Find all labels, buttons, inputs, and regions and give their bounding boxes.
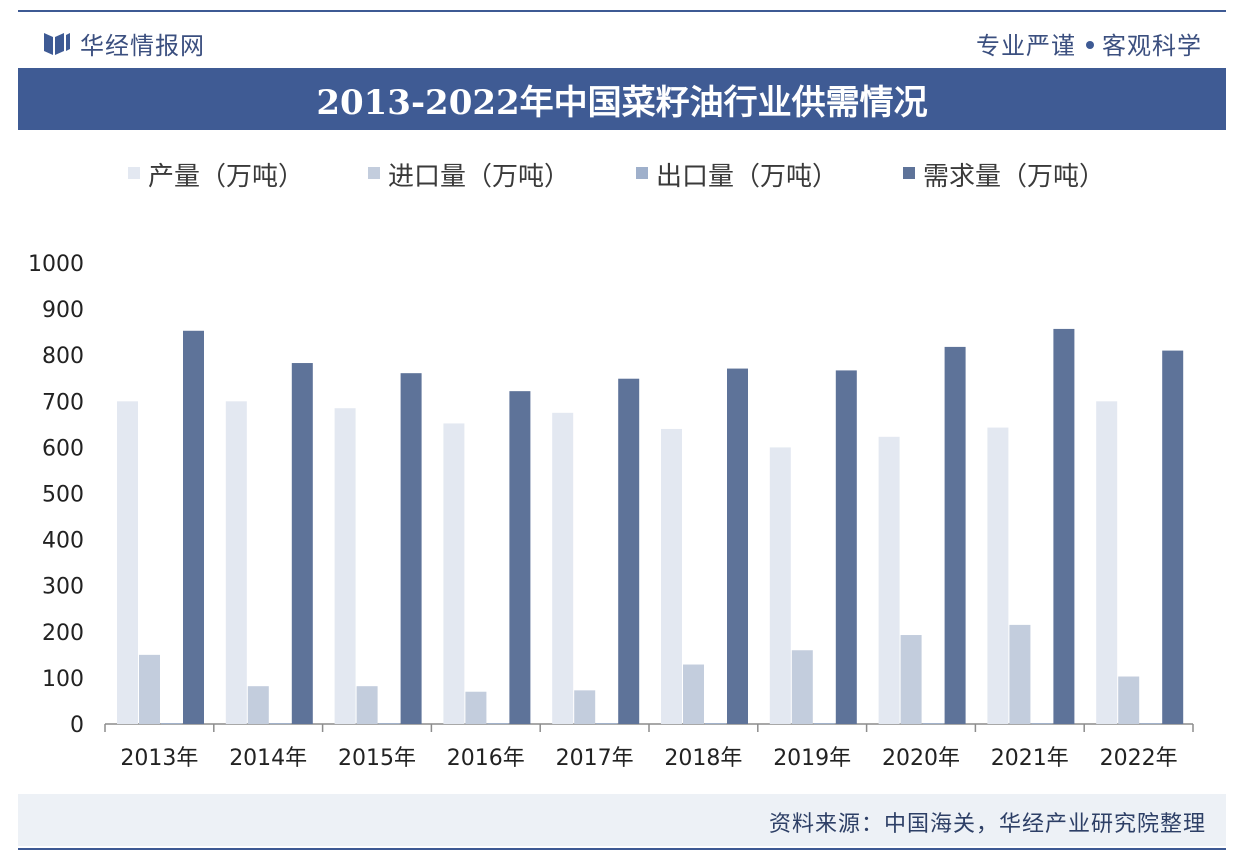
legend-swatch-4 <box>903 167 915 179</box>
bar-2-2 <box>247 686 269 724</box>
brand-logo-icon <box>44 32 70 55</box>
bar-4-7 <box>835 370 857 724</box>
x-tick-label-8: 2020年 <box>882 746 960 771</box>
brand-logo[interactable]: 华经情报网 <box>44 26 205 61</box>
legend-swatch-1 <box>128 167 140 179</box>
brand-name: 华经情报网 <box>80 32 205 60</box>
bar-chart: 产量（万吨） 进口量（万吨） 出口量（万吨） 需求量（万吨） 0 100 200 300 400… <box>28 162 1194 771</box>
bar-4-3 <box>400 373 422 724</box>
top-bar: 华经情报网 专业严谨 客观科学 <box>18 12 1226 68</box>
slogan-left: 专业严谨 <box>976 32 1076 60</box>
y-tick-label-900: 900 <box>42 298 84 323</box>
bar-1-10 <box>1096 401 1118 724</box>
bar-4-9 <box>1053 328 1075 724</box>
bar-1-8 <box>878 436 900 724</box>
bar-2-6 <box>683 664 704 724</box>
y-tick-label-200: 200 <box>42 621 84 646</box>
x-tick-label-4: 2016年 <box>447 746 525 771</box>
y-tick-label-800: 800 <box>42 344 84 369</box>
slogan: 专业严谨 客观科学 <box>976 26 1202 61</box>
bar-3-6 <box>705 723 726 725</box>
bar-4-10 <box>1162 350 1184 724</box>
x-tick-label-10: 2022年 <box>1100 746 1178 771</box>
bar-1-4 <box>443 423 465 724</box>
y-tick-label-100: 100 <box>42 667 84 692</box>
y-tick-label-300: 300 <box>42 575 84 600</box>
legend-swatch-2 <box>368 167 380 179</box>
x-tick-label-5: 2017年 <box>556 746 634 771</box>
y-tick-label-0: 0 <box>70 713 84 738</box>
legend-label-3: 出口量（万吨） <box>656 162 838 192</box>
legend-swatch-3 <box>636 167 648 179</box>
bar-2-5 <box>574 690 596 724</box>
bar-3-8 <box>922 723 944 725</box>
y-tick-label-700: 700 <box>42 390 84 415</box>
slogan-dot-icon <box>1086 41 1094 49</box>
bar-1-1 <box>117 401 138 724</box>
footer-bar: 资料来源：中国海关，华经产业研究院整理 <box>18 794 1226 846</box>
bar-2-1 <box>139 654 160 724</box>
legend-label-4: 需求量（万吨） <box>923 162 1105 192</box>
bar-1-6 <box>661 428 682 724</box>
bar-4-4 <box>509 391 531 724</box>
bar-3-1 <box>161 723 182 725</box>
bar-1-7 <box>769 447 791 724</box>
bar-3-3 <box>378 723 400 725</box>
bar-4-6 <box>727 368 748 724</box>
bar-2-10 <box>1118 676 1140 724</box>
bar-4-1 <box>183 330 204 724</box>
bar-4-5 <box>618 378 640 724</box>
y-tick-label-600: 600 <box>42 436 84 461</box>
bar-3-9 <box>1031 723 1053 725</box>
bar-3-7 <box>813 723 835 725</box>
chart-frame: 华经情报网 专业严谨 客观科学 2013-2022年中国菜籽油行业供需情况 资料来… <box>18 10 1226 850</box>
x-tick-label-6: 2018年 <box>664 746 742 771</box>
chart-title-bar: 2013-2022年中国菜籽油行业供需情况 <box>18 68 1226 130</box>
bar-4-8 <box>944 346 966 724</box>
x-tick-label-1: 2013年 <box>120 746 198 771</box>
bar-2-8 <box>900 635 922 724</box>
bar-2-9 <box>1009 624 1031 724</box>
legend-label-1: 产量（万吨） <box>148 162 304 192</box>
bar-3-2 <box>269 723 291 725</box>
x-tick-label-2: 2014年 <box>229 746 307 771</box>
slogan-right: 客观科学 <box>1102 32 1202 60</box>
bar-3-10 <box>1140 723 1162 725</box>
bar-3-5 <box>596 723 618 725</box>
y-tick-label-400: 400 <box>42 529 84 554</box>
legend-label-2: 进口量（万吨） <box>388 162 570 192</box>
bar-2-3 <box>356 686 378 724</box>
x-tick-label-9: 2021年 <box>991 746 1069 771</box>
chart-title: 2013-2022年中国菜籽油行业供需情况 <box>316 82 928 123</box>
x-tick-label-7: 2019年 <box>773 746 851 771</box>
x-tick-label-3: 2015年 <box>338 746 416 771</box>
bar-4-2 <box>291 363 313 724</box>
bar-2-7 <box>791 650 813 724</box>
bar-1-5 <box>552 412 574 724</box>
bar-2-4 <box>465 691 487 724</box>
source-note: 资料来源：中国海关，华经产业研究院整理 <box>768 812 1206 837</box>
bar-1-2 <box>225 401 247 724</box>
y-tick-label-1000: 1000 <box>28 252 84 277</box>
bar-3-4 <box>487 723 509 725</box>
y-tick-label-500: 500 <box>42 483 84 508</box>
bar-1-3 <box>334 408 356 724</box>
bar-1-9 <box>987 427 1009 724</box>
